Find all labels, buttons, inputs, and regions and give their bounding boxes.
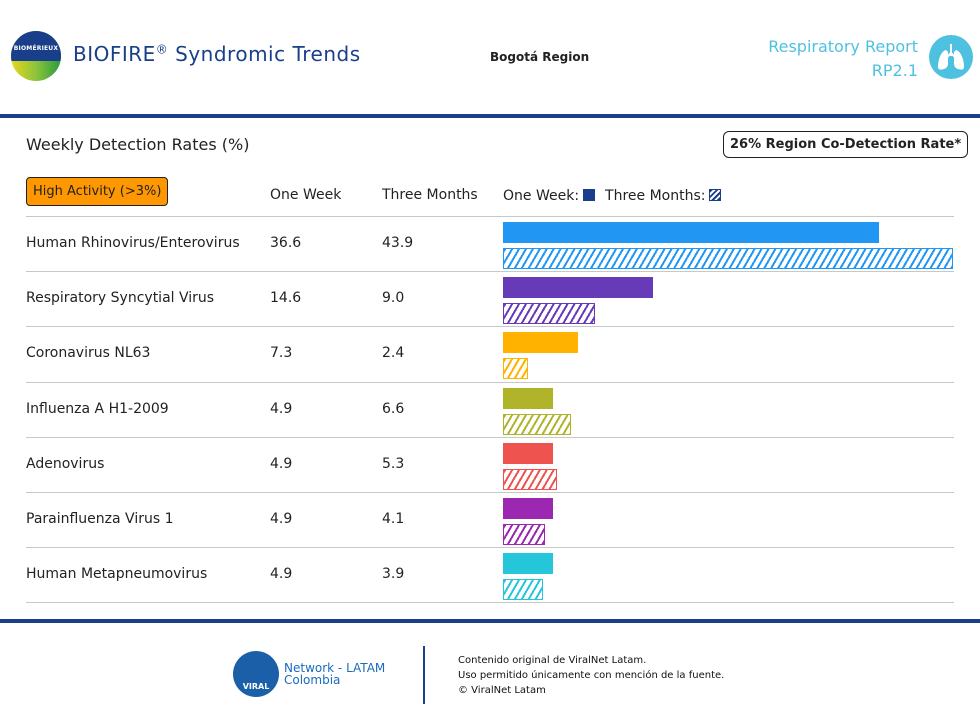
high-activity-badge: High Activity (>3%)	[26, 177, 169, 206]
bar-three-months	[503, 358, 528, 380]
bar-one-week	[503, 222, 879, 243]
bar-one-week	[503, 387, 554, 409]
network-line2: Colombia	[284, 673, 341, 687]
bar-one-week	[503, 332, 578, 354]
bar-one-week	[503, 442, 554, 464]
bar-one-week	[503, 553, 554, 575]
months-value: 6.6	[382, 400, 405, 417]
row-separator	[26, 216, 954, 217]
week-value: 14.6	[270, 290, 302, 307]
legend-hatched-swatch	[709, 189, 722, 201]
virus-name: Respiratory Syncytial Virus	[26, 290, 215, 307]
footer-line2: Uso permitido únicamente con mención de …	[458, 670, 725, 681]
network-line1: Network - LATAM	[284, 661, 386, 675]
legend-months-label: Three Months:	[605, 188, 706, 204]
week-value: 4.9	[270, 511, 293, 527]
network-label: Network - LATAM Colombia	[284, 662, 385, 686]
legend-solid-swatch	[583, 189, 596, 201]
app-title: BIOFIRE® Syndromic Trends	[73, 42, 361, 66]
lungs-icon	[929, 35, 973, 79]
bar-one-week	[503, 498, 554, 519]
report-label: Respiratory Report RP2.1	[768, 35, 918, 83]
bar-three-months	[503, 248, 954, 269]
week-value: 4.9	[270, 566, 293, 583]
section-title: Weekly Detection Rates (%)	[26, 135, 250, 154]
week-value: 36.6	[270, 235, 302, 251]
codetection-badge: 26% Region Co-Detection Rate*	[723, 131, 969, 158]
col-header-months: Three Months	[382, 187, 478, 203]
logo-text: BIOMÉRIEUX	[11, 31, 61, 61]
virus-name: Human Rhinovirus/Enterovirus	[26, 235, 240, 251]
registered-mark: ®	[155, 42, 169, 57]
months-value: 2.4	[382, 345, 405, 362]
title-main: BIOFIRE	[73, 42, 156, 66]
col-header-week: One Week	[270, 187, 342, 203]
months-value: 9.0	[382, 290, 405, 307]
months-value: 3.9	[382, 566, 405, 583]
row-separator	[26, 492, 954, 493]
viral-network-logo: VIRAL	[233, 651, 279, 697]
months-value: 4.1	[382, 511, 405, 527]
chart-legend: One Week: Three Months:	[503, 188, 731, 204]
bar-three-months	[503, 413, 571, 435]
report-code: RP2.1	[871, 61, 918, 80]
virus-name: Coronavirus NL63	[26, 345, 151, 362]
bar-three-months	[503, 579, 543, 601]
week-value: 4.9	[270, 455, 293, 472]
header-divider	[0, 114, 980, 118]
legend-week-label: One Week:	[503, 188, 580, 204]
week-value: 7.3	[270, 345, 293, 362]
virus-name: Influenza A H1-2009	[26, 400, 169, 417]
virus-name: Human Metapneumovirus	[26, 566, 208, 583]
footer-line3: © ViralNet Latam	[458, 685, 546, 696]
bar-three-months	[503, 468, 558, 490]
footer-notice: Contenido original de ViralNet Latam. Uso…	[458, 653, 724, 698]
row-separator	[26, 547, 954, 549]
footer-line1: Contenido original de ViralNet Latam.	[458, 655, 647, 666]
footer-divider	[0, 619, 980, 623]
row-separator	[26, 436, 954, 438]
virus-name: Adenovirus	[26, 455, 105, 472]
bar-three-months	[503, 524, 546, 545]
footer-vertical-divider	[423, 646, 425, 704]
week-value: 4.9	[270, 400, 293, 417]
report-title: Respiratory Report	[768, 37, 918, 56]
row-separator	[26, 602, 954, 604]
bar-one-week	[503, 277, 653, 299]
row-separator	[26, 271, 954, 273]
biomerieux-logo: BIOMÉRIEUX	[11, 31, 61, 81]
region-label: Bogotá Region	[490, 50, 590, 64]
bar-three-months	[503, 303, 596, 325]
title-rest: Syndromic Trends	[168, 42, 361, 66]
viral-logo-text: VIRAL	[242, 682, 270, 691]
row-separator	[26, 326, 954, 328]
row-separator	[26, 381, 954, 383]
months-value: 43.9	[382, 235, 414, 251]
months-value: 5.3	[382, 455, 405, 472]
virus-name: Parainfluenza Virus 1	[26, 511, 174, 527]
